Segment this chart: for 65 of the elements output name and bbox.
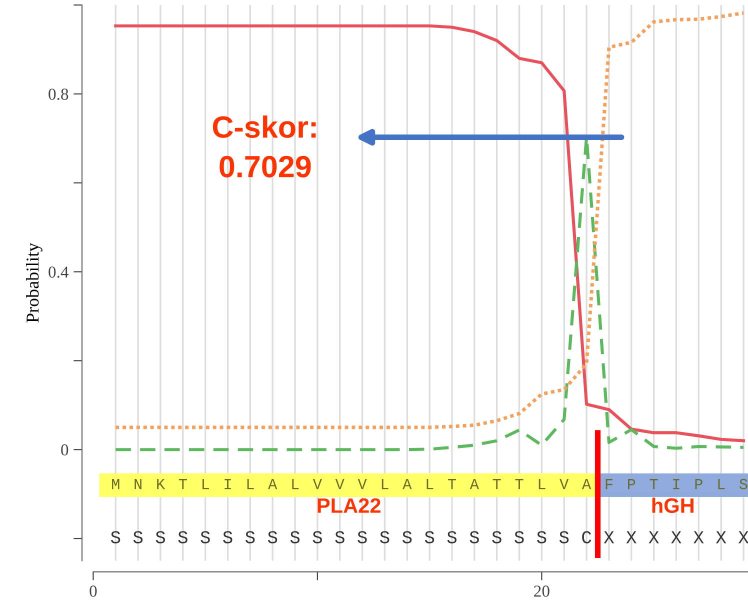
band-label: hGH bbox=[652, 498, 694, 513]
annotation: I bbox=[224, 479, 231, 490]
annotation: S bbox=[156, 531, 166, 544]
annotation: S bbox=[380, 531, 390, 544]
annotation: I bbox=[673, 479, 680, 490]
annotation: S bbox=[110, 531, 120, 544]
annotation: C bbox=[582, 531, 592, 544]
annotation: P bbox=[628, 479, 636, 490]
annotation: S bbox=[223, 531, 232, 544]
annotation: S bbox=[335, 531, 344, 544]
annotation: A bbox=[470, 479, 479, 490]
annotation: T bbox=[448, 479, 456, 490]
annotation: V bbox=[560, 479, 569, 490]
annotation: S bbox=[740, 478, 748, 490]
annotation: X bbox=[626, 531, 636, 544]
annotation: S bbox=[312, 531, 322, 544]
annotation: X bbox=[671, 531, 682, 544]
annotation: S bbox=[200, 531, 210, 544]
annotation: T bbox=[492, 479, 501, 490]
annotation: V bbox=[312, 479, 322, 490]
annotation: L bbox=[247, 479, 254, 490]
annotation: L bbox=[202, 479, 209, 490]
annotation: V bbox=[335, 479, 344, 490]
x-tick-label: 20 bbox=[534, 586, 550, 597]
annotation: F bbox=[606, 479, 612, 490]
annotation: T bbox=[650, 479, 658, 490]
annotation: P bbox=[695, 479, 702, 490]
annotation: S bbox=[470, 531, 479, 544]
annotation: X bbox=[716, 531, 726, 544]
annotation: S bbox=[514, 531, 524, 544]
annotation: M bbox=[112, 479, 120, 490]
annotation: L bbox=[292, 479, 299, 490]
annotation: L bbox=[382, 479, 388, 490]
annotation: S bbox=[424, 531, 434, 544]
band-label: PLA22 bbox=[318, 498, 380, 513]
annotation: L bbox=[718, 479, 725, 490]
annotation: K bbox=[157, 479, 166, 490]
annotation: X bbox=[648, 531, 659, 544]
annotation: A bbox=[582, 479, 592, 490]
annotation: S bbox=[133, 531, 143, 544]
annotation: C-skor: 0.7029 bbox=[212, 115, 316, 178]
annotation: S bbox=[358, 531, 367, 544]
y-tick-label: 0 bbox=[61, 444, 68, 456]
annotation: L bbox=[538, 479, 546, 490]
annotation: T bbox=[178, 479, 187, 490]
annotation: L bbox=[426, 479, 434, 490]
y-tick-label: 0.4 bbox=[48, 266, 69, 278]
y-tick-label: 0.8 bbox=[48, 88, 68, 100]
annotation: N bbox=[134, 479, 142, 490]
annotation: S bbox=[536, 531, 546, 544]
annotation: S bbox=[268, 531, 278, 544]
annotation: X bbox=[694, 531, 704, 544]
annotation: S bbox=[402, 531, 412, 544]
annotation: S bbox=[290, 531, 300, 544]
annotation: A bbox=[268, 479, 278, 490]
annotation: A bbox=[402, 479, 412, 490]
annotation: S bbox=[447, 531, 457, 544]
annotation: S bbox=[559, 531, 569, 544]
annotation: X bbox=[604, 531, 614, 544]
annotation: T bbox=[515, 479, 524, 490]
annotation: S bbox=[245, 531, 255, 544]
y-axis-title: Probability bbox=[26, 242, 42, 322]
annotation: S bbox=[492, 531, 502, 544]
annotation: V bbox=[358, 479, 367, 490]
annotation: S bbox=[178, 531, 188, 544]
